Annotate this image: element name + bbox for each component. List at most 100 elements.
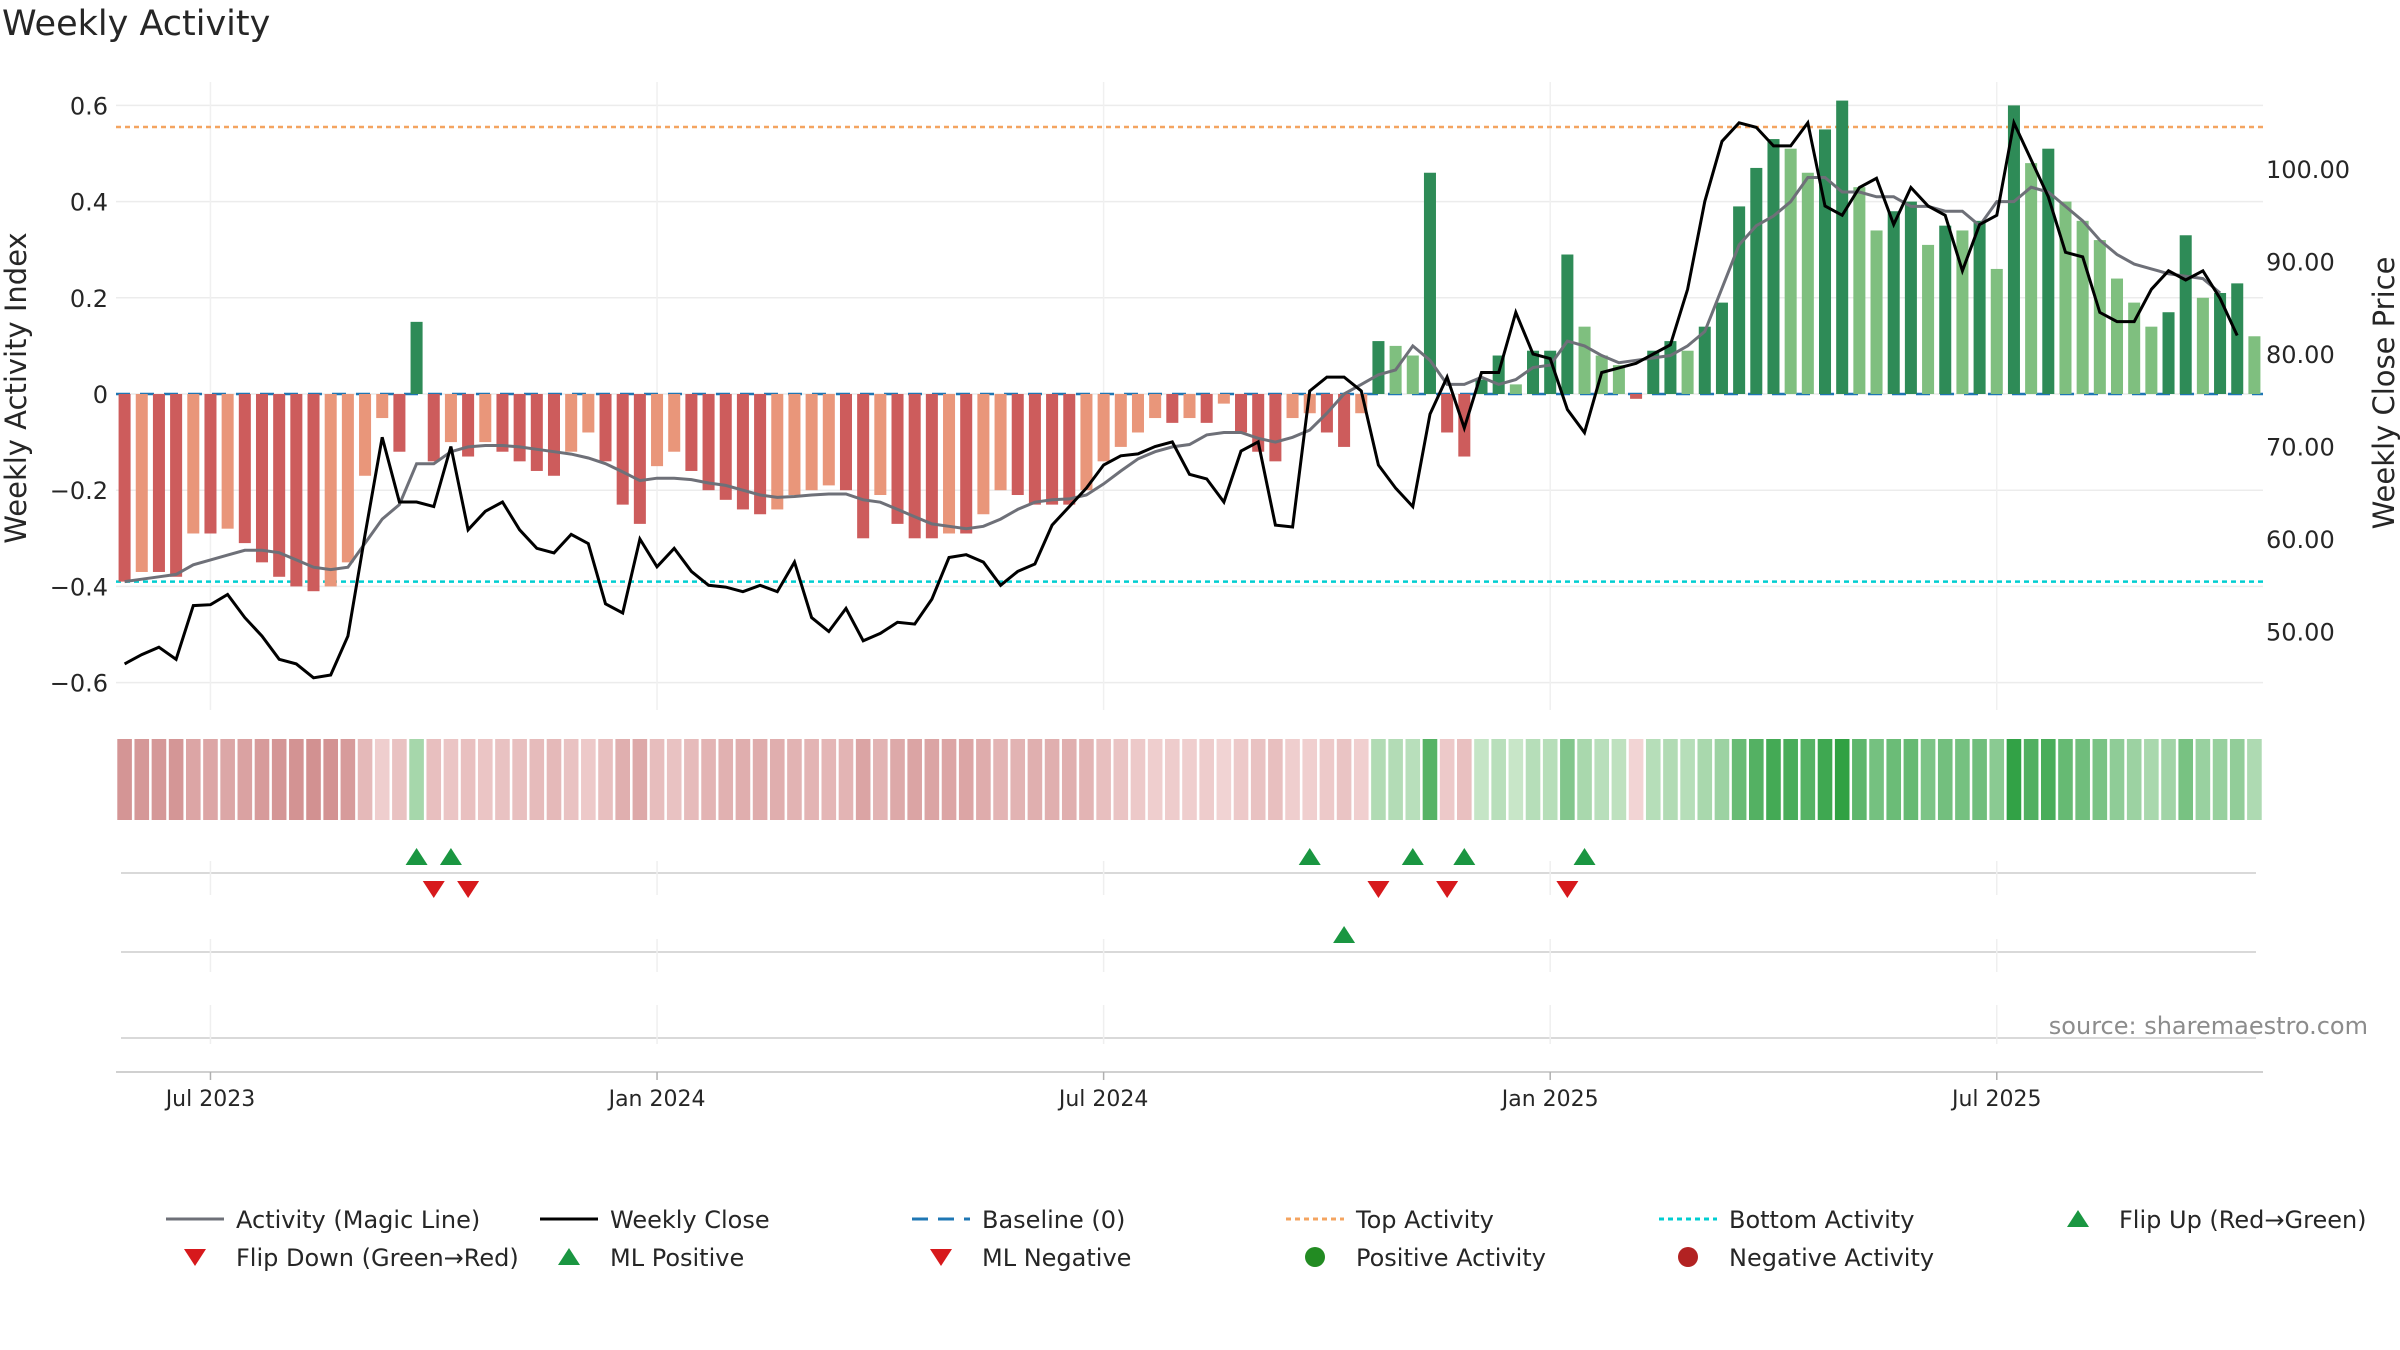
legend-label: Baseline (0) [982, 1206, 1125, 1234]
activity-bar [2025, 163, 2038, 394]
activity-bar [2076, 220, 2089, 394]
heat-cell [546, 739, 562, 820]
heat-cell [1182, 739, 1197, 820]
flip-down-marker [1556, 881, 1579, 898]
activity-bar [1784, 148, 1797, 394]
heat-cell [2212, 739, 2228, 820]
heat-cell [1594, 739, 1610, 820]
heat-cell [1233, 739, 1249, 820]
heat-cell [787, 739, 802, 820]
heat-cell [1714, 739, 1730, 820]
legend-swatch [184, 1249, 206, 1266]
activity-bar [1836, 100, 1849, 394]
activity-bar [960, 394, 973, 534]
activity-bar [702, 394, 715, 491]
heat-cell [477, 739, 493, 820]
heat-cell [289, 739, 304, 820]
heat-cell [1336, 739, 1352, 820]
right-tick-label: 100.00 [2266, 156, 2350, 184]
activity-bar [1372, 341, 1385, 394]
activity-bar [651, 394, 664, 467]
heat-cell [1869, 739, 1884, 820]
legend-label: Activity (Magic Line) [236, 1206, 480, 1234]
activity-bar [1131, 394, 1144, 433]
heat-cell [1852, 739, 1867, 820]
ml-positive-marker [1333, 926, 1356, 943]
legend: Activity (Magic Line) Weekly Close Baselin… [166, 1206, 2367, 1272]
heat-cell [1010, 739, 1026, 820]
heat-cell [1079, 739, 1094, 820]
activity-bar [393, 394, 406, 452]
activity-bar [2145, 326, 2158, 394]
heat-cell [1268, 739, 1283, 820]
activity-bar [925, 394, 938, 539]
heat-cell [1697, 739, 1713, 820]
heat-cell [1800, 739, 1816, 820]
activity-bar [1509, 384, 1522, 394]
activity-bar [479, 394, 492, 443]
activity-bar [341, 394, 354, 563]
heat-cell [666, 739, 682, 820]
activity-bar [1630, 394, 1643, 399]
activity-bar [1286, 394, 1299, 419]
activity-bar [1406, 355, 1419, 394]
heat-cell [323, 739, 338, 820]
activity-bar [2231, 283, 2244, 394]
legend-label: Flip Up (Red→Green) [2119, 1206, 2367, 1234]
legend-item: Negative Activity [1678, 1244, 1934, 1272]
heat-cell [1319, 739, 1335, 820]
flip-up-marker [1573, 848, 1596, 865]
legend-item: Activity (Magic Line) [166, 1206, 480, 1234]
heat-cell [1920, 739, 1936, 820]
activity-bar [462, 394, 475, 457]
activity-bar [221, 394, 234, 529]
heat-cell [941, 739, 957, 820]
heat-cell [2092, 739, 2108, 820]
activity-bar [2196, 297, 2209, 394]
heat-cell [1560, 739, 1575, 820]
activity-bar [1183, 394, 1196, 419]
left-tick-label: −0.4 [50, 573, 108, 601]
heat-cell [443, 739, 459, 820]
heat-cell [374, 739, 390, 820]
heat-cell [1903, 739, 1919, 820]
heat-cell [2144, 739, 2159, 820]
activity-bar [1578, 326, 1591, 394]
heat-cell [976, 739, 991, 820]
activity-bar [1750, 167, 1763, 394]
activity-bar [633, 394, 646, 524]
activity-bar [359, 394, 372, 476]
activity-bar [1028, 394, 1041, 505]
activity-bar [410, 321, 423, 394]
activity-bar [805, 394, 818, 491]
heat-cell [340, 739, 356, 820]
flip-up-marker [405, 848, 428, 865]
heat-cell [357, 739, 373, 820]
heat-cell [409, 739, 424, 820]
heat-cell [1250, 739, 1266, 820]
activity-bar [2093, 240, 2106, 394]
activity-bar [582, 394, 595, 433]
activity-bar [1561, 254, 1574, 394]
heat-cell [1388, 739, 1403, 820]
legend-label: Positive Activity [1356, 1244, 1546, 1272]
heat-cell [2229, 739, 2245, 820]
heat-cell [203, 739, 218, 820]
heat-cell [185, 739, 201, 820]
heat-cell [1680, 739, 1695, 820]
activity-bar [1904, 201, 1917, 394]
heat-cell [1353, 739, 1369, 820]
activity-bar [1612, 365, 1625, 394]
activity-bar [135, 394, 148, 572]
heat-cell [924, 739, 940, 820]
activity-bar [736, 394, 749, 510]
activity-bar [754, 394, 767, 515]
activity-bar [1200, 394, 1213, 423]
flip-up-marker [1453, 848, 1476, 865]
heat-cell [134, 739, 150, 820]
activity-bar [771, 394, 784, 510]
series-lines [123, 117, 2239, 680]
heat-cell [993, 739, 1008, 820]
activity-bar [152, 394, 165, 572]
